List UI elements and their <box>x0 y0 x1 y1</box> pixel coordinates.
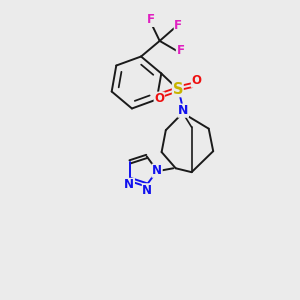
Text: O: O <box>191 74 201 87</box>
Text: N: N <box>142 184 152 197</box>
Text: F: F <box>147 14 155 26</box>
Text: N: N <box>124 178 134 191</box>
Text: S: S <box>172 82 183 97</box>
Text: F: F <box>174 20 182 32</box>
Text: O: O <box>154 92 164 105</box>
Text: N: N <box>178 104 188 117</box>
Text: N: N <box>152 164 162 177</box>
Text: F: F <box>176 44 184 57</box>
